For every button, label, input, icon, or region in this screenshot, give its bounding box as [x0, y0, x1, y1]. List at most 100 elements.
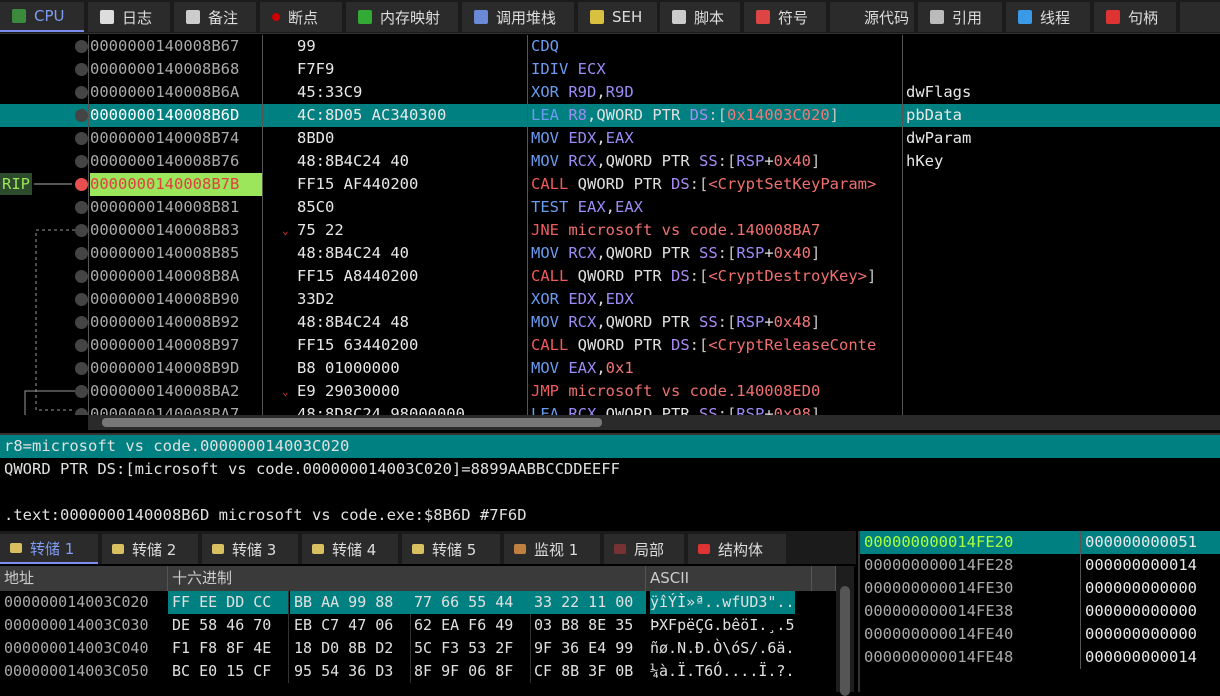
disasm-row[interactable]: 0000000140008B76 48:8B4C24 40 MOV RCX,QWOR… [0, 150, 1220, 173]
dump-tab-4[interactable]: 转储 5 [402, 534, 500, 564]
disasm-row[interactable]: 0000000140008B67 99 CDQ [0, 35, 1220, 58]
tab-12[interactable]: 句柄 [1094, 2, 1176, 32]
hex-group[interactable]: CF 8B 3F 0B [534, 662, 634, 680]
hex-group[interactable]: BB AA 99 88 [290, 591, 411, 614]
stack-value: 000000000000 [1080, 600, 1197, 623]
disasm-row[interactable]: 0000000140008B68 F7F9 IDIV ECX [0, 58, 1220, 81]
hex-group[interactable]: 03 B8 8E 35 [534, 616, 634, 634]
hex-group[interactable]: 33 22 11 00 [530, 591, 646, 614]
column-header-address[interactable]: 地址 [0, 566, 168, 591]
hex-group[interactable]: 18 D0 8B D2 [290, 637, 411, 660]
breakpoint-toggle[interactable] [75, 385, 88, 398]
dump-tab-1[interactable]: 转储 2 [102, 534, 198, 564]
bytes-cell: 4C:8D05 AC340300 [297, 106, 447, 124]
horizontal-scrollbar[interactable] [88, 415, 1220, 430]
disasm-row[interactable]: 0000000140008B81 85C0 TEST EAX,EAX [0, 196, 1220, 219]
disasm-row[interactable]: 0000000140008B83 ⌄ 75 22 JNE microsoft vs c… [0, 219, 1220, 242]
breakpoint-toggle[interactable] [75, 224, 88, 237]
hex-group[interactable]: 62 EA F6 49 [410, 614, 531, 637]
disasm-row[interactable]: 0000000140008B7B FF15 AF440200 CALL QWORD … [0, 173, 1220, 196]
tab-1[interactable]: 日志 [88, 2, 170, 32]
tab-5[interactable]: 调用堆栈 [462, 2, 574, 32]
instruction-token: MOV [531, 244, 569, 262]
disasm-row[interactable]: 0000000140008BA7 48:8D8C24 98000000 LEA RC… [0, 403, 1220, 415]
breakpoint-toggle[interactable] [75, 362, 88, 375]
dump-tab-0[interactable]: 转储 1 [0, 534, 98, 564]
dump-row[interactable]: 000000014003C020 FF EE DD CC BB AA 99 88 77… [0, 591, 836, 614]
hex-group[interactable]: EB C7 47 06 [290, 614, 411, 637]
stack-row[interactable]: 000000000014FE20 000000000051 [860, 531, 1220, 554]
disasm-row[interactable]: 0000000140008B6D 4C:8D05 AC340300 LEA R8,Q… [0, 104, 1220, 127]
disasm-row[interactable]: 0000000140008B97 FF15 63440200 CALL QWORD … [0, 334, 1220, 357]
stack-row[interactable]: 000000000014FE40 000000000000 [860, 623, 1220, 646]
breakpoint-toggle[interactable] [75, 86, 88, 99]
tab-0[interactable]: CPU [0, 2, 84, 32]
info-line [0, 481, 1220, 504]
dump-row[interactable]: 000000014003C050 BC E0 15 CF 95 54 36 D3 8F… [0, 660, 836, 683]
disasm-row[interactable]: 0000000140008B9D B8 01000000 MOV EAX,0x1 [0, 357, 1220, 380]
disasm-row[interactable]: 0000000140008B85 48:8B4C24 40 MOV RCX,QWOR… [0, 242, 1220, 265]
jump-arrow-jmp [24, 390, 75, 415]
hex-group[interactable]: 8F 9F 06 8F [410, 660, 531, 683]
tab-overflow[interactable] [1180, 2, 1220, 32]
tab-3[interactable]: 断点 [260, 2, 342, 32]
disasm-row[interactable]: 0000000140008B90 33D2 XOR EDX,EDX [0, 288, 1220, 311]
tab-6[interactable]: SEH [578, 2, 657, 32]
comment-cell: hKey [906, 152, 944, 170]
disassembly-view[interactable]: RIP 0000000140008B67 99 CDQ 0000000140008B6… [0, 35, 1220, 415]
dump-tab-7[interactable]: 结构体 [688, 534, 786, 564]
instruction-token: RSP [736, 152, 765, 170]
tab-10[interactable]: 引用 [918, 2, 1002, 32]
column-header-hex[interactable]: 十六进制 [168, 566, 646, 591]
column-header-ascii[interactable]: ASCII [646, 566, 812, 591]
hex-group[interactable]: 95 54 36 D3 [290, 660, 411, 683]
breakpoint-toggle[interactable] [75, 201, 88, 214]
dump-row[interactable]: 000000014003C040 F1 F8 8F 4E 18 D0 8B D2 5C… [0, 637, 836, 660]
hex-group[interactable]: FF EE DD CC [168, 591, 289, 614]
dump-row[interactable]: 000000014003C030 DE 58 46 70 EB C7 47 06 62… [0, 614, 836, 637]
dump-tab-2[interactable]: 转储 3 [202, 534, 298, 564]
breakpoint-toggle[interactable] [75, 132, 88, 145]
breakpoint-toggle[interactable] [75, 63, 88, 76]
breakpoint-toggle[interactable] [75, 293, 88, 306]
hex-group[interactable]: 77 66 55 44 [410, 591, 531, 614]
stack-row[interactable]: 000000000014FE30 000000000000 [860, 577, 1220, 600]
hex-group[interactable]: 5C F3 53 2F [410, 637, 531, 660]
tab-7[interactable]: 脚本 [660, 2, 740, 32]
breakpoint-toggle[interactable] [75, 270, 88, 283]
disasm-row[interactable]: 0000000140008B74 8BD0 MOV EDX,EAX dwParam [0, 127, 1220, 150]
hex-group[interactable]: F1 F8 8F 4E [168, 637, 289, 660]
breakpoint-toggle[interactable] [75, 155, 88, 168]
disasm-row[interactable]: 0000000140008BA2 ⌄ E9 29030000 JMP microsof… [0, 380, 1220, 403]
tab-11[interactable]: 线程 [1006, 2, 1090, 32]
breakpoint-toggle[interactable] [75, 109, 88, 122]
hex-group[interactable]: DE 58 46 70 [168, 614, 289, 637]
disasm-row[interactable]: 0000000140008B92 48:8B4C24 48 MOV RCX,QWOR… [0, 311, 1220, 334]
scrollbar-thumb[interactable] [840, 586, 850, 696]
dump-tab-5[interactable]: 监视 1 [504, 534, 600, 564]
tab-2[interactable]: 备注 [174, 2, 256, 32]
dump-vertical-scrollbar[interactable] [836, 566, 854, 696]
stack-row[interactable]: 000000000014FE48 000000000014 [860, 646, 1220, 669]
breakpoint-toggle[interactable] [75, 316, 88, 329]
breakpoint-toggle[interactable] [75, 339, 88, 352]
stack-row[interactable]: 000000000014FE28 000000000014 [860, 554, 1220, 577]
hex-group[interactable]: BC E0 15 CF [168, 660, 289, 683]
instruction-token: R8 [568, 106, 587, 124]
tab-4[interactable]: 内存映射 [346, 2, 458, 32]
dump-tab-3[interactable]: 转储 4 [302, 534, 398, 564]
breakpoint-toggle[interactable] [75, 408, 88, 415]
breakpoint-toggle[interactable] [75, 247, 88, 260]
disasm-row[interactable]: 0000000140008B6A 45:33C9 XOR R9D,R9D dwFlag… [0, 81, 1220, 104]
stack-row[interactable]: 000000000014FE38 000000000000 [860, 600, 1220, 623]
breakpoint-toggle[interactable] [75, 178, 88, 191]
tab-8[interactable]: 符号 [744, 2, 826, 32]
hex-group[interactable]: 9F 36 E4 99 [534, 639, 634, 657]
references-icon [930, 10, 944, 24]
breakpoint-toggle[interactable] [75, 40, 88, 53]
stack-view[interactable]: 000000000014FE20 000000000051 000000000014… [858, 531, 1220, 692]
scrollbar-thumb[interactable] [102, 418, 602, 427]
tab-9[interactable]: 源代码 [830, 2, 914, 32]
disasm-row[interactable]: 0000000140008B8A FF15 A8440200 CALL QWORD … [0, 265, 1220, 288]
dump-tab-6[interactable]: 局部 [604, 534, 684, 564]
